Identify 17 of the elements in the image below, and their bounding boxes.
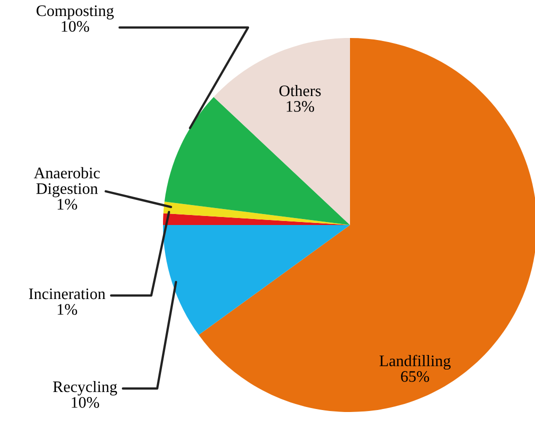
slice-label: Recycling [53, 380, 118, 396]
pie-slice [163, 202, 350, 225]
data-label: 10% [62, 21, 90, 32]
data-label: 1% [58, 198, 78, 210]
slice-label: Anaerobic Digestion [34, 167, 100, 198]
slice-label: Incineration [28, 288, 106, 300]
slice-label: Others [279, 84, 321, 96]
slice-label: Composting [36, 5, 114, 20]
slice-label: Landfilling [380, 354, 451, 370]
data-label: 1% [58, 304, 78, 315]
pie-slice [163, 225, 350, 335]
data-label: 13% [286, 101, 314, 112]
data-label: 10% [72, 397, 100, 408]
data-label: 65% [401, 371, 430, 382]
pie-slice [198, 38, 535, 412]
pie-slice [214, 38, 350, 225]
pie-slice [164, 96, 350, 225]
